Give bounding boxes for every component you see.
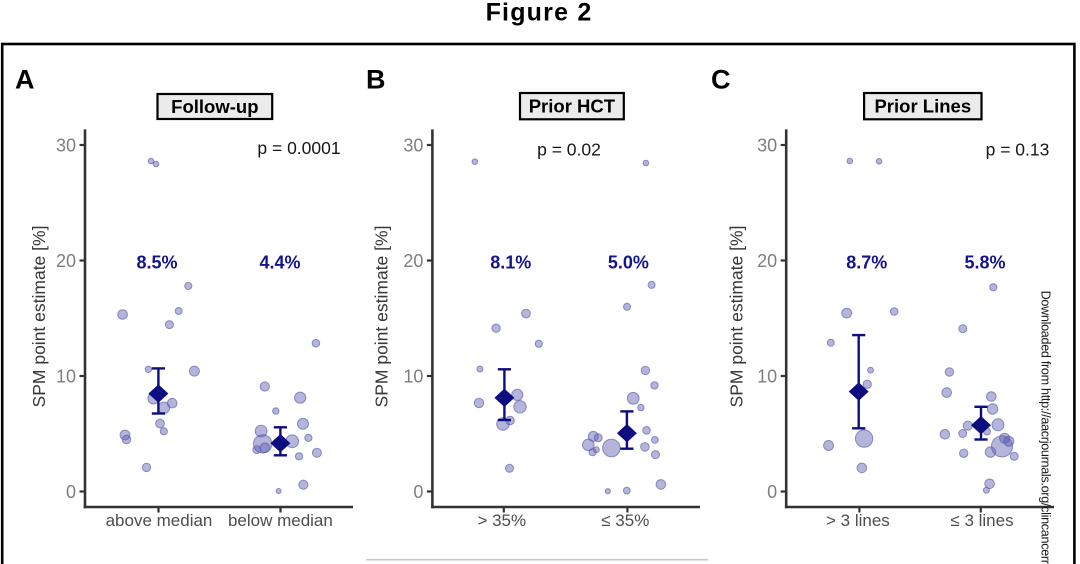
svg-text:SPM point estimate [%]: SPM point estimate [%] — [372, 226, 392, 408]
svg-text:4.4%: 4.4% — [259, 253, 300, 273]
svg-text:SPM point estimate [%]: SPM point estimate [%] — [727, 226, 747, 408]
svg-text:≤ 35%: ≤ 35% — [601, 511, 649, 530]
svg-text:30: 30 — [757, 136, 777, 156]
svg-text:> 3 lines: > 3 lines — [826, 511, 890, 530]
svg-text:Follow-up: Follow-up — [171, 96, 258, 117]
svg-text:20: 20 — [56, 251, 76, 271]
svg-text:SPM point estimate [%]: SPM point estimate [%] — [29, 226, 49, 408]
svg-text:0: 0 — [767, 482, 777, 502]
svg-text:A: A — [15, 65, 35, 95]
svg-text:20: 20 — [757, 251, 777, 271]
svg-text:10: 10 — [56, 367, 76, 387]
svg-text:30: 30 — [56, 136, 76, 156]
svg-text:above median: above median — [106, 511, 213, 530]
svg-text:10: 10 — [403, 367, 423, 387]
svg-text:Figure 2: Figure 2 — [486, 0, 593, 27]
svg-text:below median: below median — [228, 511, 333, 530]
svg-text:p = 0.13: p = 0.13 — [986, 140, 1050, 160]
svg-text:20: 20 — [403, 251, 423, 271]
svg-text:Prior HCT: Prior HCT — [529, 96, 616, 117]
svg-text:B: B — [366, 65, 386, 95]
svg-text:p = 0.02: p = 0.02 — [537, 140, 601, 160]
svg-text:8.5%: 8.5% — [136, 253, 177, 273]
svg-text:C: C — [711, 65, 731, 95]
svg-text:30: 30 — [403, 136, 423, 156]
svg-text:Prior Lines: Prior Lines — [874, 96, 971, 117]
svg-text:> 35%: > 35% — [477, 511, 526, 530]
svg-text:0: 0 — [66, 482, 76, 502]
svg-text:p = 0.0001: p = 0.0001 — [257, 138, 340, 158]
svg-text:0: 0 — [413, 482, 423, 502]
svg-text:≤ 3 lines: ≤ 3 lines — [950, 511, 1013, 530]
svg-text:8.7%: 8.7% — [846, 253, 887, 273]
svg-text:5.0%: 5.0% — [608, 253, 649, 273]
svg-text:8.1%: 8.1% — [490, 253, 531, 273]
svg-text:10: 10 — [757, 367, 777, 387]
svg-text:5.8%: 5.8% — [964, 253, 1005, 273]
svg-text:Downloaded from http://aacrjou: Downloaded from http://aacrjournals.org/… — [1039, 291, 1053, 564]
